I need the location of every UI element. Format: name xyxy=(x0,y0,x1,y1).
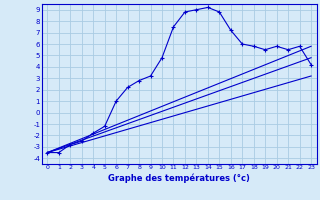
X-axis label: Graphe des températures (°c): Graphe des températures (°c) xyxy=(108,173,250,183)
